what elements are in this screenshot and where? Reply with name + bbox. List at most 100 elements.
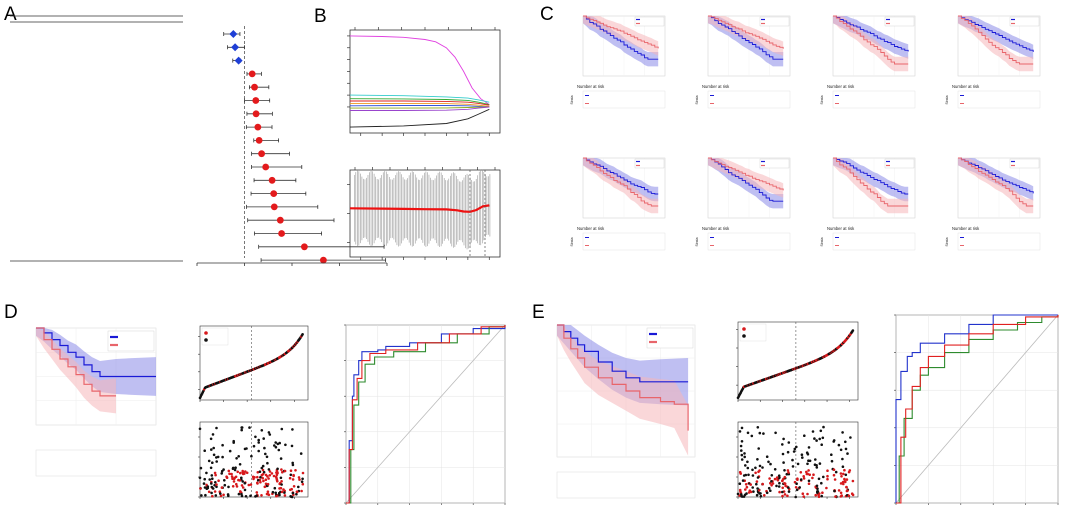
survival-time-point (289, 488, 292, 492)
survival-time-point (248, 426, 251, 429)
survival-time-point (297, 476, 301, 479)
survival-time-point (774, 431, 777, 435)
survival-time-point (755, 480, 759, 483)
strata-label: Strata (695, 95, 699, 104)
km-curve-high (958, 15, 1034, 65)
survival-time-point (781, 486, 784, 490)
survival-time-point (231, 477, 234, 481)
survival-time-point (205, 471, 208, 475)
survival-time-point (820, 443, 823, 447)
km-curve-high (583, 157, 659, 207)
survival-time-point (260, 429, 264, 432)
survival-time-point (222, 493, 225, 497)
km-curve-low (557, 324, 689, 383)
survival-time-point (264, 478, 268, 482)
survival-time-point (833, 478, 837, 481)
survival-time-point (740, 453, 744, 457)
survival-time-point (740, 494, 743, 498)
survival-time-point (243, 488, 247, 492)
km-curve-high (583, 15, 659, 49)
survival-time-point (759, 494, 763, 498)
survival-time-point (254, 435, 257, 439)
legend-box (884, 158, 915, 169)
km-curve-high (958, 157, 1034, 207)
hr-point (229, 30, 238, 38)
survival-time-point (295, 490, 299, 494)
survival-time-point (759, 492, 762, 495)
survival-time-point (783, 482, 786, 485)
survival-time-point (778, 490, 781, 494)
strata-label: Strata (820, 237, 824, 246)
legend-swatch-dead (204, 331, 208, 335)
coefficient-path-magenta (349, 35, 490, 105)
survival-time-point (757, 489, 761, 492)
survival-time-point (203, 486, 207, 489)
survival-time-point (198, 427, 202, 431)
hr-point (258, 150, 265, 158)
risk-score-point (851, 329, 855, 332)
survival-time-point (781, 452, 785, 456)
survival-time-point (215, 426, 218, 430)
survival-time-point (240, 484, 244, 487)
roc-curve-5-year (896, 315, 1059, 504)
survival-time-point (235, 485, 239, 488)
survival-time-point (297, 485, 300, 489)
panel-d-training-cohort (35, 324, 506, 505)
survival-time-point (756, 458, 759, 461)
survival-time-point (278, 493, 281, 497)
survival-time-point (851, 479, 855, 483)
legend-box (739, 323, 767, 342)
survival-time-point (233, 476, 236, 480)
survival-time-point (793, 447, 797, 451)
confidence-band (583, 16, 659, 56)
survival-time-point (813, 437, 816, 440)
survival-time-point (267, 477, 270, 480)
survival-time-point (284, 443, 287, 447)
survival-time-point (207, 459, 211, 463)
survival-time-point (830, 453, 833, 457)
survival-time-point (291, 463, 295, 467)
survival-time-point (301, 471, 305, 475)
strata-label: Strata (945, 95, 949, 104)
legend-box (634, 16, 665, 27)
survival-time-point (261, 464, 265, 468)
survival-time-point (751, 468, 754, 472)
hr-point (268, 176, 276, 184)
km-subplot-plin1: Number at risk Strata (820, 15, 916, 109)
survival-time-point (241, 486, 245, 489)
survival-time-point (210, 448, 213, 451)
survival-time-point (787, 441, 791, 444)
survival-time-point (812, 473, 815, 477)
km-curve-high (708, 157, 784, 191)
survival-time-point (210, 485, 214, 489)
survival-time-point (752, 490, 755, 493)
survival-time-point (228, 472, 231, 476)
survival-time-point (210, 482, 213, 485)
survival-time-point (842, 472, 845, 476)
survival-time-point (802, 477, 806, 480)
survival-time-point (813, 463, 817, 467)
survival-time-point (209, 437, 213, 441)
survival-time-point (746, 431, 750, 435)
risk-table-frame (582, 90, 666, 109)
survival-time-point (818, 462, 822, 465)
legend-swatch-dead (742, 327, 746, 331)
survival-time-point (279, 476, 283, 480)
panel-label-d: D (4, 302, 18, 323)
survival-time-point (847, 470, 851, 474)
survival-time-point (301, 482, 305, 486)
survival-time-point (815, 466, 819, 469)
survival-time-point (807, 482, 811, 486)
survival-time-point (832, 439, 836, 442)
survival-time-point (832, 473, 836, 477)
survival-time-point (768, 477, 771, 480)
survival-time-point (767, 486, 771, 490)
survival-time-point (818, 437, 821, 441)
confidence-band (958, 16, 1034, 72)
hr-point (270, 203, 278, 211)
survival-time-point (849, 436, 852, 439)
survival-time-point (209, 466, 213, 470)
survival-time-point (839, 482, 843, 485)
survival-time-point (773, 468, 777, 471)
survival-time-point (288, 476, 292, 480)
